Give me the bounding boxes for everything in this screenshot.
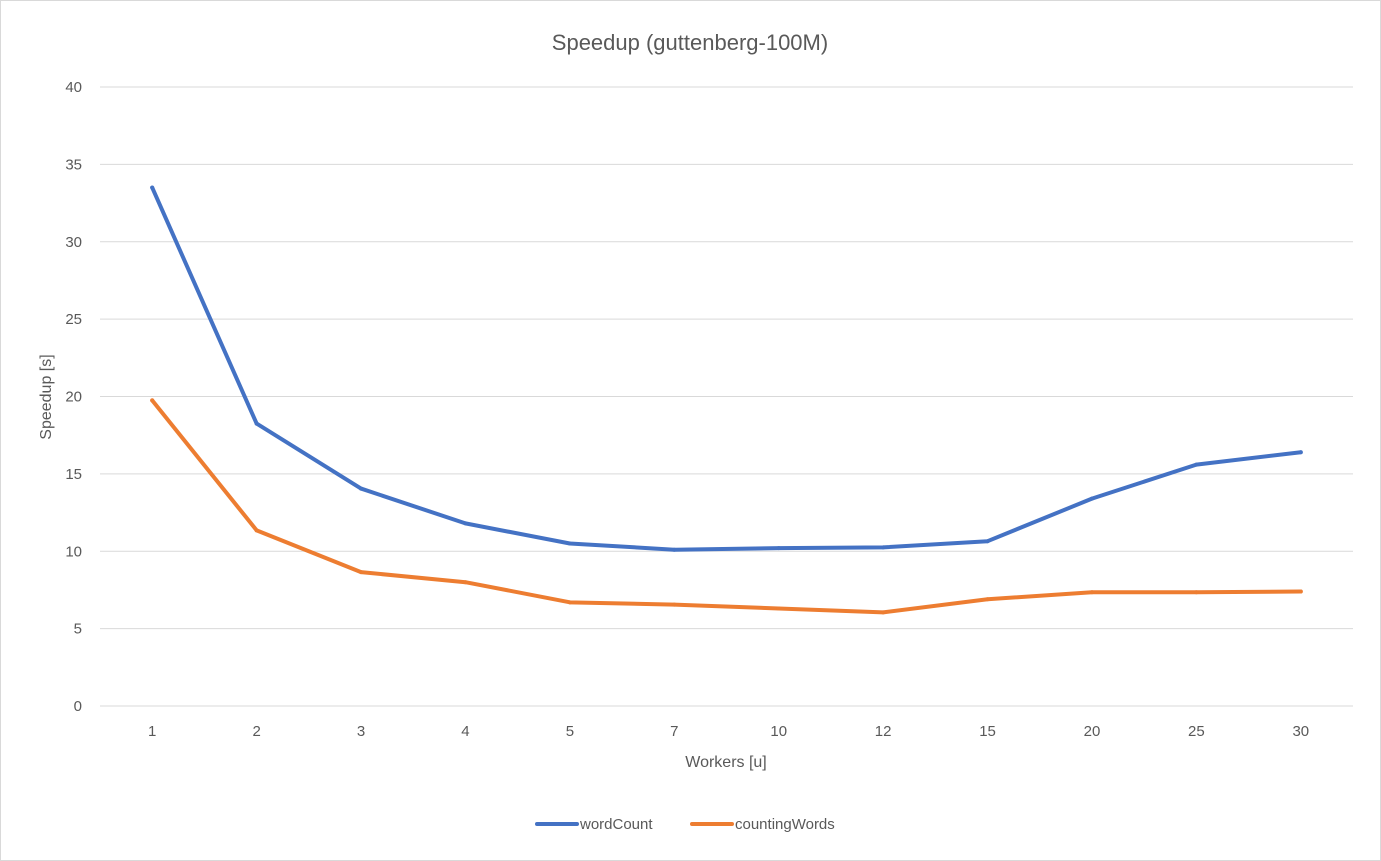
data-point [1089, 496, 1094, 501]
data-point [567, 600, 572, 605]
data-point [776, 546, 781, 551]
data-point [463, 521, 468, 526]
data-point [985, 597, 990, 602]
gridlines [100, 86, 1353, 707]
y-tick-label: 30 [65, 234, 82, 251]
y-tick-label: 15 [65, 466, 82, 483]
x-tick-label: 5 [566, 723, 574, 740]
x-axis-title: Workers [u] [685, 754, 767, 771]
legend-label: wordCount [579, 816, 653, 833]
y-tick-label: 25 [65, 311, 82, 328]
data-point [359, 486, 364, 491]
x-tick-label: 12 [875, 723, 892, 740]
x-tick-label: 20 [1084, 723, 1101, 740]
x-axis-ticks: 1 2 3 4 5 7 10 12 15 20 25 30 [148, 723, 1309, 740]
data-point [1194, 590, 1199, 595]
x-tick-label: 4 [461, 723, 469, 740]
data-point [1298, 450, 1303, 455]
y-tick-label: 20 [65, 389, 82, 406]
x-tick-label: 2 [252, 723, 260, 740]
data-point [1194, 462, 1199, 467]
series-line-wordCount [150, 185, 1303, 552]
x-tick-label: 30 [1292, 723, 1309, 740]
data-point [1089, 590, 1094, 595]
series-line-countingWords [150, 398, 1303, 615]
data-point [672, 602, 677, 607]
y-axis-title: Speedup [s] [38, 354, 55, 439]
data-point [463, 580, 468, 585]
data-point [672, 547, 677, 552]
x-tick-label: 1 [148, 723, 156, 740]
y-tick-label: 5 [74, 621, 82, 638]
data-point [150, 398, 155, 403]
x-tick-label: 15 [979, 723, 996, 740]
x-tick-label: 3 [357, 723, 365, 740]
data-point [254, 528, 259, 533]
data-point [359, 570, 364, 575]
legend-label: countingWords [735, 816, 835, 833]
data-point [254, 421, 259, 426]
data-point [567, 541, 572, 546]
data-point [881, 545, 886, 550]
x-tick-label: 7 [670, 723, 678, 740]
x-tick-label: 10 [770, 723, 787, 740]
legend: wordCount countingWords [535, 816, 835, 833]
data-point [881, 610, 886, 615]
x-tick-label: 25 [1188, 723, 1205, 740]
data-point [776, 606, 781, 611]
data-point [1298, 589, 1303, 594]
y-tick-label: 10 [65, 543, 82, 560]
y-axis-ticks: 0 5 10 15 20 25 30 35 40 [65, 79, 82, 715]
chart-title: Speedup (guttenberg-100M) [552, 30, 828, 55]
data-point [150, 185, 155, 190]
y-tick-label: 35 [65, 156, 82, 173]
data-point [985, 539, 990, 544]
y-tick-label: 40 [65, 79, 82, 96]
y-tick-label: 0 [74, 698, 82, 715]
series-lines [150, 185, 1303, 615]
